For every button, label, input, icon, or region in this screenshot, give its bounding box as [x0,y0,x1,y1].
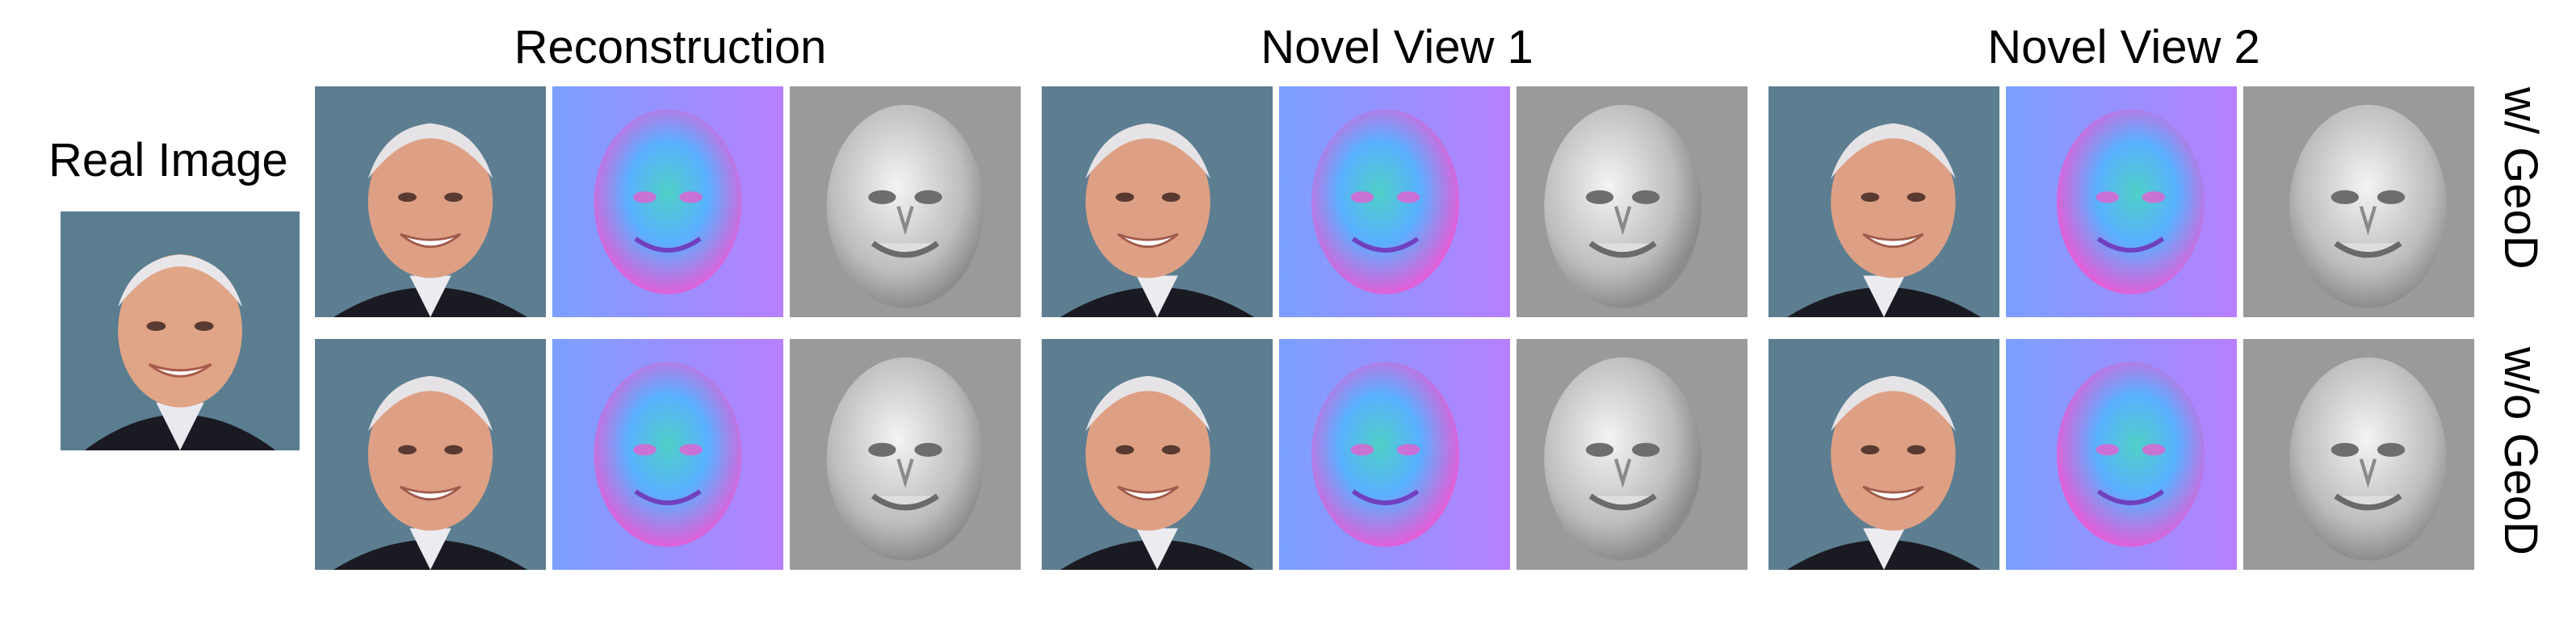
shaded-geometry-tile [1517,85,1747,319]
rgb-face-tile [1042,337,1273,571]
real-face-photo [61,211,300,450]
row-label-with-geod: w/ GeoD [2494,87,2547,270]
rgb-face-tile [1768,85,1999,319]
normal-map-tile [552,85,783,319]
row-label-without-geod: w/o GeoD [2494,347,2547,555]
shaded-geometry-tile [2243,337,2474,571]
shaded-geometry-tile [2243,85,2474,319]
column-title-novel-view-2: Novel View 2 [1987,21,2260,73]
rgb-face-tile [315,85,546,319]
rgb-face-tile [1768,337,1999,571]
shaded-geometry-tile [790,337,1021,571]
real-image-label: Real Image [48,134,288,186]
normal-map-tile [552,337,783,571]
normal-map-tile [2006,85,2237,319]
column-title-reconstruction: Reconstruction [514,21,827,73]
shaded-geometry-tile [1517,337,1747,571]
normal-map-tile [1279,337,1510,571]
real-image [61,211,300,450]
shaded-geometry-tile [790,85,1021,319]
normal-map-tile [1279,85,1510,319]
normal-map-tile [2006,337,2237,571]
column-title-novel-view-1: Novel View 1 [1261,21,1533,73]
rgb-face-tile [315,337,546,571]
rgb-face-tile [1042,85,1273,319]
